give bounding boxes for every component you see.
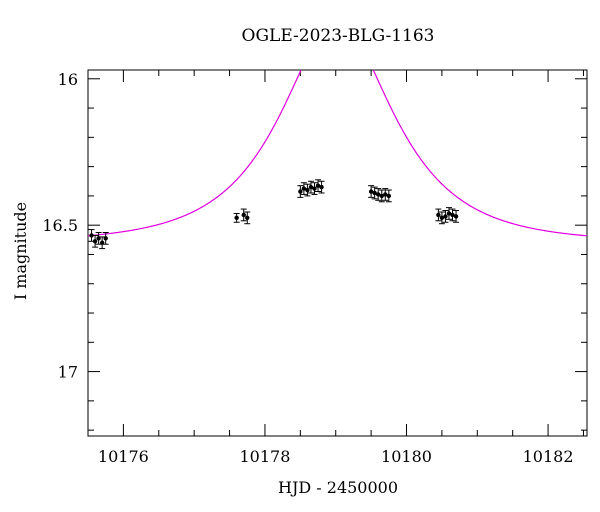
x-tick-label: 10176 [98,447,149,466]
data-point [315,183,321,188]
y-tick-label: 16.5 [42,216,78,235]
y-tick-label: 16 [58,70,78,89]
model-curve [88,70,587,237]
data-point [368,189,374,194]
data-point [439,215,445,221]
data-point [92,239,98,244]
x-axis-label: HJD - 2450000 [278,478,398,497]
data-point [446,211,452,216]
data-point [450,212,455,218]
data-point [453,214,459,219]
y-tick-label: 17 [58,363,78,382]
data-point [383,192,388,197]
data-point [372,190,377,196]
data-point [312,186,317,191]
plot-area: 10176 10178 10180 10182 16 16.5 17 [42,69,588,466]
data-point [443,214,448,219]
chart-title: OGLE-2023-BLG-1163 [242,26,435,46]
data-point [298,189,303,194]
plot-frame [87,69,588,437]
data-point [234,215,239,221]
x-tick-label: 10178 [239,447,290,466]
data-point [103,236,108,241]
data-point [308,184,314,190]
data-point [241,212,246,218]
data-point [89,233,94,238]
data-point [375,192,381,197]
data-point [319,184,324,190]
x-tick-label: 10182 [523,447,574,466]
x-tick-label: 10180 [381,447,432,466]
data-point [301,186,307,191]
y-axis-label: I magnitude [11,202,30,300]
data-point [436,212,441,218]
data-point [386,193,392,199]
data-point [305,187,310,193]
data-point [245,215,250,221]
data-point [379,193,384,199]
